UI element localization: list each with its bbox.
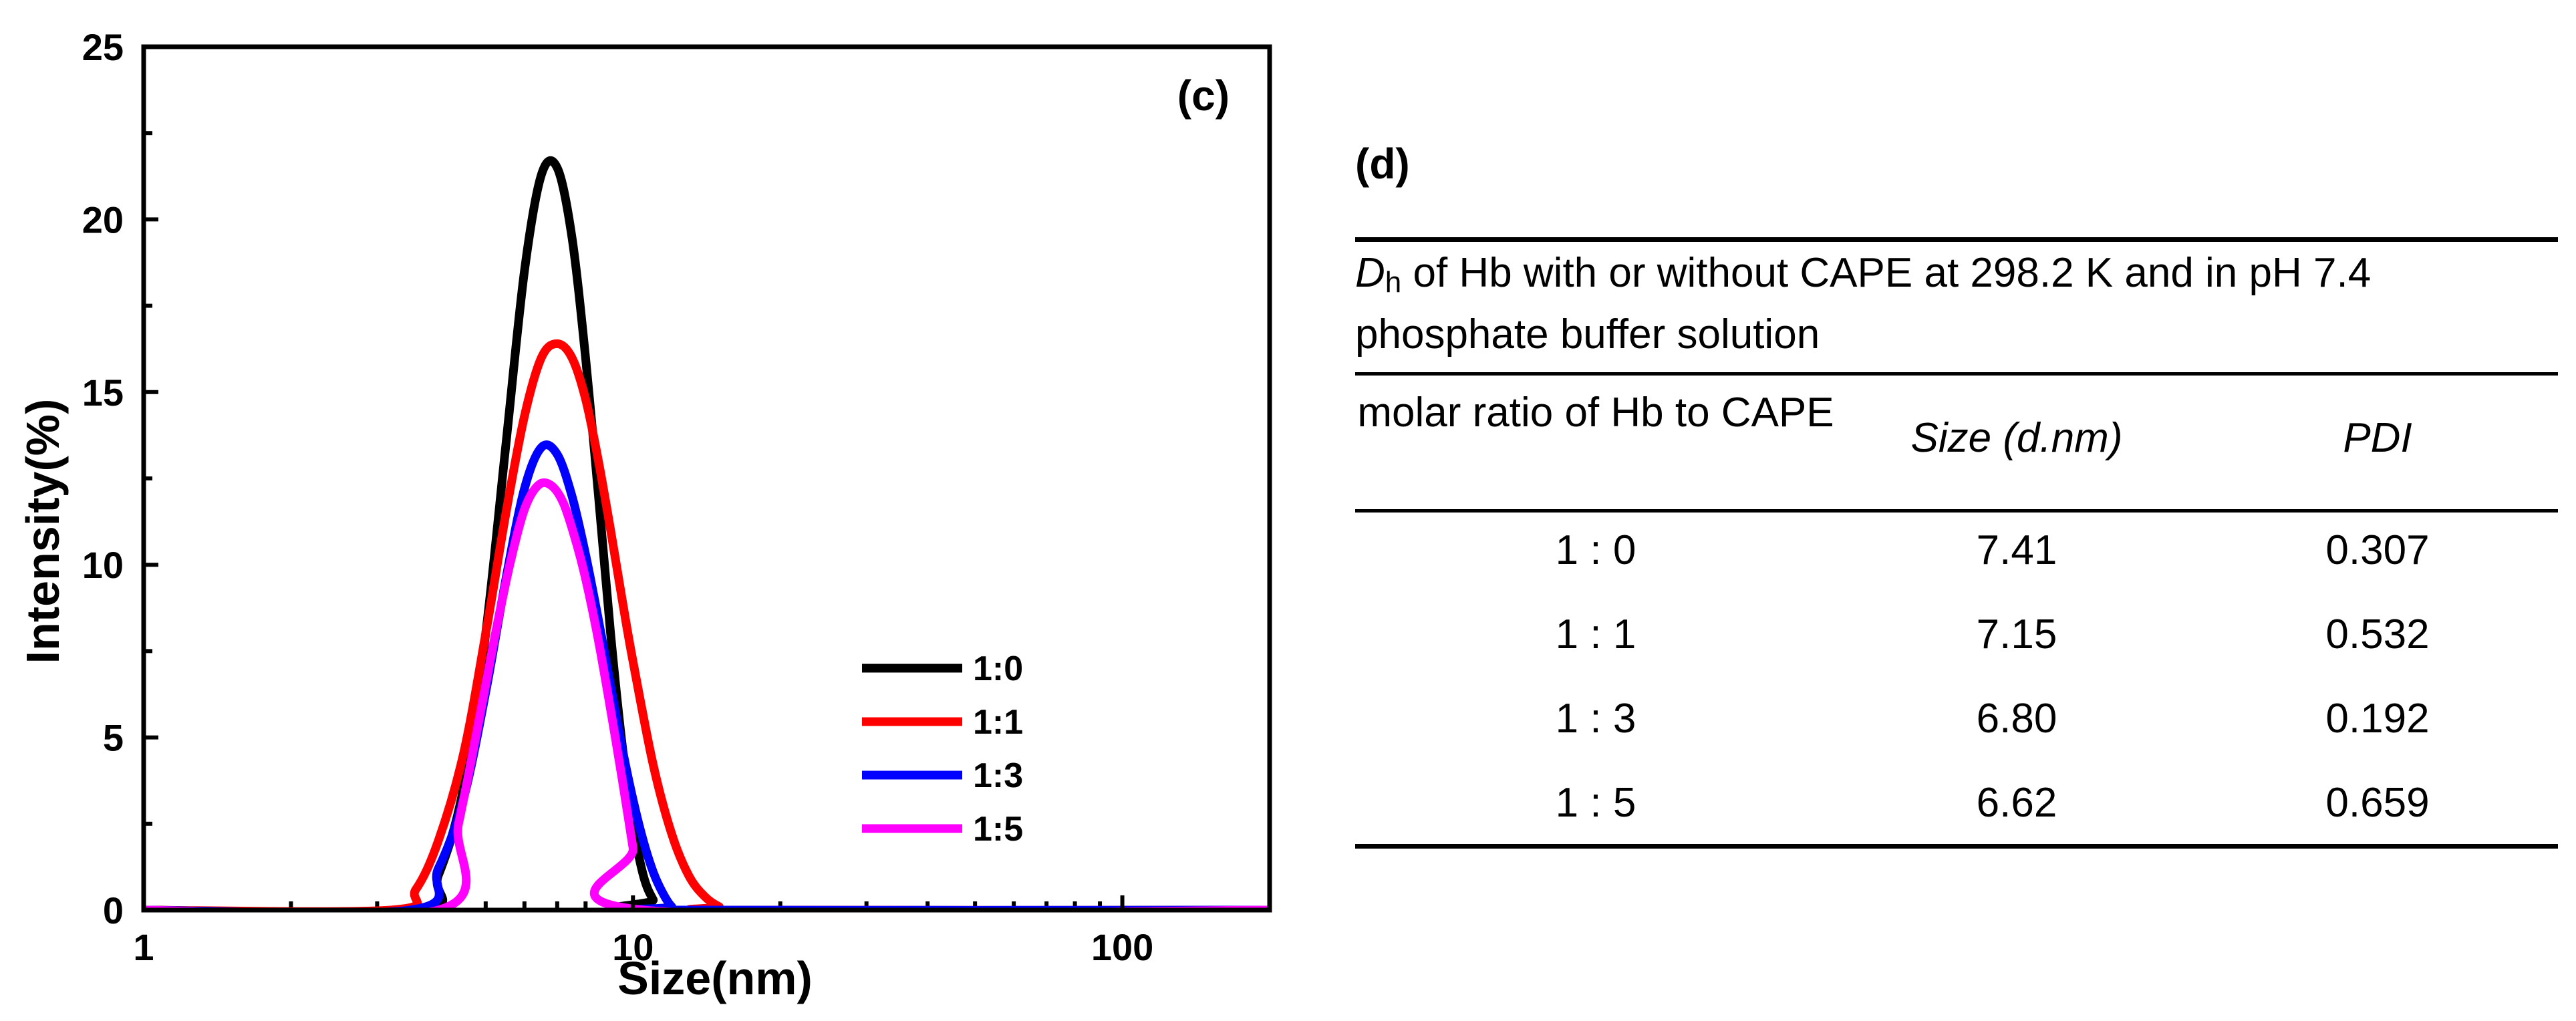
series-line-1-0 <box>144 156 1270 910</box>
y-tick-label: 20 <box>82 198 124 241</box>
series-line-1-5 <box>144 478 1270 910</box>
legend: 1:0 1:1 1:3 1:5 <box>862 649 1023 849</box>
panel-label-c: (c) <box>1177 71 1230 120</box>
x-axis-title: Size(nm) <box>617 952 813 1004</box>
legend-label-1-3: 1:3 <box>973 756 1023 795</box>
x-tick-label: 100 <box>1091 926 1153 968</box>
table-cell: 1 : 3 <box>1555 696 1636 742</box>
table-caption: Dh of Hb with or without CAPE at 298.2 K… <box>1355 247 2558 361</box>
table-top-rule <box>1355 237 2558 242</box>
table-cell: 7.41 <box>1976 527 2057 573</box>
y-tick-label: 15 <box>82 372 124 414</box>
caption-text: of Hb with or without CAPE at 298.2 K an… <box>1355 250 2372 357</box>
series-line-1-3 <box>144 440 1270 910</box>
series-layer <box>144 156 1270 910</box>
header-rule <box>1355 509 2558 513</box>
caption-subscript: h <box>1385 266 1402 299</box>
legend-label-1-0: 1:0 <box>973 649 1023 688</box>
header-size: Size (d.nm) <box>1910 415 2123 461</box>
minor-tick-layer <box>144 131 1272 910</box>
table-cell: 0.659 <box>2325 780 2430 826</box>
legend-label-1-1: 1:1 <box>973 703 1023 742</box>
table-cell: 0.307 <box>2325 527 2430 573</box>
caption-rule <box>1355 372 2558 376</box>
table-bottom-rule <box>1355 844 2558 849</box>
y-axis-title: Intensity(%) <box>17 399 69 664</box>
table-cell: 6.80 <box>1976 696 2057 742</box>
axis-layer: 0 5 10 15 20 25 1 10 100 <box>82 26 1272 968</box>
header-molar-ratio: molar ratio of Hb to CAPE <box>1357 390 1834 436</box>
table-cell: 0.192 <box>2325 696 2430 742</box>
y-tick-label: 10 <box>82 544 124 586</box>
plot-frame <box>141 44 1272 913</box>
legend-label-1-5: 1:5 <box>973 810 1023 849</box>
series-line-1-1 <box>144 339 1270 910</box>
table-cell: 0.532 <box>2325 611 2430 658</box>
caption-symbol: D <box>1355 250 1385 296</box>
header-pdi: PDI <box>2343 415 2412 461</box>
y-tick-label: 5 <box>103 717 124 759</box>
y-tick-label: 25 <box>82 26 124 68</box>
y-tick-label: 0 <box>103 889 124 931</box>
table-cell: 7.15 <box>1976 611 2057 658</box>
x-tick-label: 10 <box>612 926 654 968</box>
table-cell: 6.62 <box>1976 780 2057 826</box>
table-cell: 1 : 0 <box>1555 527 1636 573</box>
x-tick-label: 1 <box>133 926 154 968</box>
table-cell: 1 : 1 <box>1555 611 1636 658</box>
table-cell: 1 : 5 <box>1555 780 1636 826</box>
dls-chart: 0 5 10 15 20 25 1 10 100 1:0 1:1 1:3 1:5 (c) Size(n… <box>17 26 1272 1004</box>
panel-label-d: (d) <box>1355 140 1410 188</box>
